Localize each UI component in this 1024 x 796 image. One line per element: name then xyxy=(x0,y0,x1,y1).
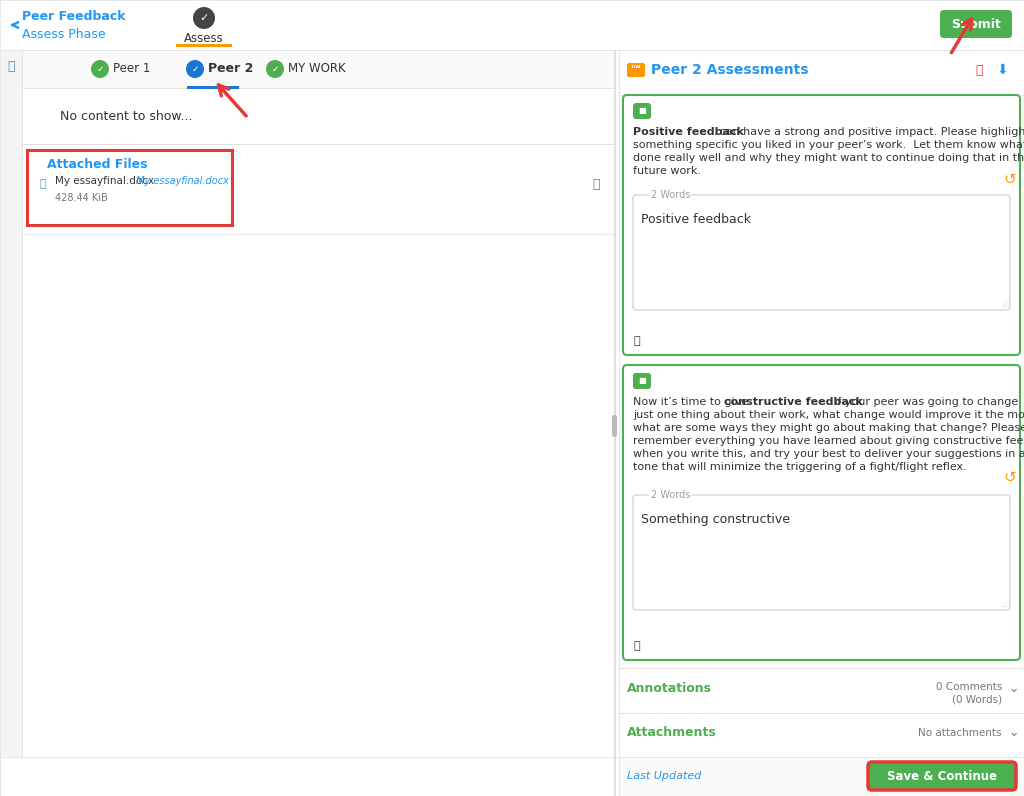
Circle shape xyxy=(91,60,109,78)
FancyBboxPatch shape xyxy=(612,415,617,437)
FancyBboxPatch shape xyxy=(633,103,651,119)
Text: 428.44 KiB: 428.44 KiB xyxy=(55,193,108,203)
Text: ✓: ✓ xyxy=(200,13,209,23)
Circle shape xyxy=(186,60,204,78)
FancyBboxPatch shape xyxy=(627,63,645,77)
Text: Something constructive: Something constructive xyxy=(641,513,790,526)
Text: ■: ■ xyxy=(638,377,646,385)
Bar xyxy=(618,713,1024,714)
Text: ⌄: ⌄ xyxy=(1009,727,1019,739)
Bar xyxy=(27,150,232,225)
Text: (0 Words): (0 Words) xyxy=(952,694,1002,704)
Text: "“: "“ xyxy=(631,65,642,75)
Text: ■: ■ xyxy=(638,107,646,115)
FancyBboxPatch shape xyxy=(940,10,1012,38)
Text: Submit: Submit xyxy=(951,18,1000,30)
Text: 2 Words: 2 Words xyxy=(651,490,690,500)
Circle shape xyxy=(266,60,284,78)
Text: No attachments: No attachments xyxy=(919,728,1002,738)
Bar xyxy=(176,44,232,47)
FancyBboxPatch shape xyxy=(633,195,1010,310)
Text: Attachments: Attachments xyxy=(627,727,717,739)
Text: 📎: 📎 xyxy=(40,179,47,189)
FancyBboxPatch shape xyxy=(868,762,1016,790)
Bar xyxy=(618,757,1024,796)
Bar xyxy=(0,50,22,796)
Bar xyxy=(649,190,691,200)
Text: Assess: Assess xyxy=(184,32,224,45)
Text: can have a strong and positive impact. Please highlight: can have a strong and positive impact. P… xyxy=(717,127,1024,137)
FancyBboxPatch shape xyxy=(633,495,1010,610)
Bar xyxy=(22,144,614,234)
Bar xyxy=(22,50,614,796)
Text: constructive feedback: constructive feedback xyxy=(724,397,863,407)
Text: ⌄: ⌄ xyxy=(1009,681,1019,694)
Text: Peer 2 Assessments: Peer 2 Assessments xyxy=(651,63,809,77)
Text: Peer 2: Peer 2 xyxy=(208,63,253,76)
Bar xyxy=(22,50,614,88)
Text: Now it’s time to give: Now it’s time to give xyxy=(633,397,752,407)
Text: 2 Words: 2 Words xyxy=(651,190,690,200)
Text: Peer Feedback: Peer Feedback xyxy=(22,10,126,23)
Text: No content to show...: No content to show... xyxy=(60,110,193,123)
Text: 🎤: 🎤 xyxy=(634,641,640,651)
Bar xyxy=(614,50,616,796)
Text: ⬇: ⬇ xyxy=(996,63,1008,77)
Text: . If your peer was going to change: . If your peer was going to change xyxy=(827,397,1019,407)
Text: ◿: ◿ xyxy=(1002,598,1010,608)
Text: My essayfinal.docx: My essayfinal.docx xyxy=(55,176,155,186)
Bar xyxy=(22,88,614,145)
Text: Positive feedback: Positive feedback xyxy=(633,127,744,137)
Bar xyxy=(618,668,1024,669)
Text: ⧉: ⧉ xyxy=(593,178,600,192)
Circle shape xyxy=(193,7,215,29)
Bar xyxy=(618,50,1024,95)
Text: ↺: ↺ xyxy=(1004,470,1017,485)
Text: ✓: ✓ xyxy=(96,64,103,73)
Text: something specific you liked in your peer’s work.  Let them know what was: something specific you liked in your pee… xyxy=(633,140,1024,150)
Text: ◿: ◿ xyxy=(1002,298,1010,308)
Text: Positive feedback: Positive feedback xyxy=(641,213,751,226)
Text: 🚩: 🚩 xyxy=(975,64,983,76)
Text: My essayfinal.docx: My essayfinal.docx xyxy=(133,176,229,186)
Text: ✓: ✓ xyxy=(191,64,199,73)
Text: MY WORK: MY WORK xyxy=(288,63,346,76)
Text: 🎤: 🎤 xyxy=(634,336,640,346)
Text: remember everything you have learned about giving constructive feedback: remember everything you have learned abo… xyxy=(633,436,1024,446)
Text: what are some ways they might go about making that change? Please: what are some ways they might go about m… xyxy=(633,423,1024,433)
FancyBboxPatch shape xyxy=(623,95,1020,355)
Text: Last Updated: Last Updated xyxy=(627,771,701,781)
FancyBboxPatch shape xyxy=(633,373,651,389)
Text: ↺: ↺ xyxy=(1004,171,1017,186)
Text: Annotations: Annotations xyxy=(627,681,712,694)
Text: when you write this, and try your best to deliver your suggestions in a helpful: when you write this, and try your best t… xyxy=(633,449,1024,459)
FancyBboxPatch shape xyxy=(623,365,1020,660)
Bar xyxy=(22,144,614,145)
Bar xyxy=(618,50,1024,796)
Bar xyxy=(187,86,239,88)
Text: 👤: 👤 xyxy=(7,60,14,72)
Text: ✓: ✓ xyxy=(271,64,279,73)
Text: 0 Comments: 0 Comments xyxy=(936,682,1002,692)
Bar xyxy=(0,0,1024,50)
Bar xyxy=(618,0,1024,796)
Text: Attached Files: Attached Files xyxy=(47,158,147,171)
Text: tone that will minimize the triggering of a fight/flight reflex.: tone that will minimize the triggering o… xyxy=(633,462,967,472)
Text: Assess Phase: Assess Phase xyxy=(22,28,105,41)
Text: Peer 1: Peer 1 xyxy=(113,63,151,76)
Text: just one thing about their work, what change would improve it the most? And: just one thing about their work, what ch… xyxy=(633,410,1024,420)
Bar xyxy=(0,757,1024,796)
Bar xyxy=(649,490,691,500)
Text: future work.: future work. xyxy=(633,166,701,176)
Text: done really well and why they might want to continue doing that in their: done really well and why they might want… xyxy=(633,153,1024,163)
Text: Save & Continue: Save & Continue xyxy=(887,770,997,782)
